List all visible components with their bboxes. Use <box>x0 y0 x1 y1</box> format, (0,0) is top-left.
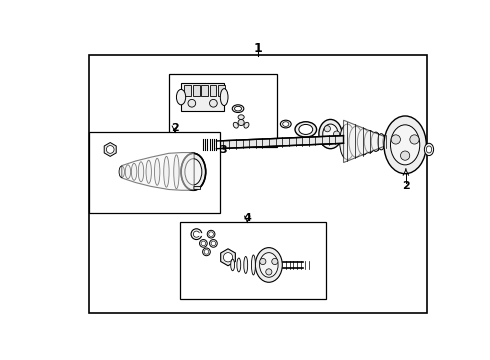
Ellipse shape <box>185 159 202 185</box>
Text: 2: 2 <box>171 123 179 133</box>
Ellipse shape <box>233 122 238 128</box>
Ellipse shape <box>235 106 242 111</box>
Ellipse shape <box>424 143 434 156</box>
Circle shape <box>260 258 266 265</box>
Ellipse shape <box>119 166 124 177</box>
Ellipse shape <box>244 122 249 128</box>
Ellipse shape <box>154 158 160 185</box>
Bar <box>210 85 217 95</box>
Bar <box>89 55 427 313</box>
Ellipse shape <box>146 160 151 183</box>
Ellipse shape <box>384 116 426 174</box>
Text: 4: 4 <box>244 213 251 223</box>
Ellipse shape <box>383 135 389 149</box>
Circle shape <box>191 229 202 239</box>
Ellipse shape <box>319 120 342 149</box>
Bar <box>194 186 199 189</box>
Circle shape <box>238 120 244 126</box>
Polygon shape <box>343 120 390 163</box>
Polygon shape <box>217 136 343 149</box>
Text: 1: 1 <box>254 42 263 55</box>
Circle shape <box>410 135 419 144</box>
Ellipse shape <box>238 115 244 120</box>
Ellipse shape <box>164 156 169 187</box>
Ellipse shape <box>176 89 186 105</box>
Ellipse shape <box>371 132 381 152</box>
Ellipse shape <box>260 253 278 277</box>
Ellipse shape <box>251 255 255 275</box>
Bar <box>184 85 191 95</box>
Ellipse shape <box>357 129 370 155</box>
Bar <box>181 83 224 111</box>
Ellipse shape <box>299 125 313 134</box>
Circle shape <box>211 241 216 246</box>
Bar <box>169 74 276 147</box>
Ellipse shape <box>125 165 131 179</box>
Circle shape <box>324 136 330 143</box>
Circle shape <box>106 145 114 153</box>
Ellipse shape <box>295 122 317 137</box>
Bar <box>201 85 208 95</box>
Ellipse shape <box>365 131 375 153</box>
Ellipse shape <box>232 105 244 112</box>
Circle shape <box>223 253 233 262</box>
Circle shape <box>272 258 278 265</box>
Ellipse shape <box>244 256 247 274</box>
Circle shape <box>210 239 217 247</box>
Polygon shape <box>122 153 194 190</box>
Circle shape <box>324 126 330 132</box>
Circle shape <box>400 151 410 160</box>
Circle shape <box>201 241 206 246</box>
Text: 2: 2 <box>402 181 410 192</box>
Circle shape <box>207 230 215 238</box>
Circle shape <box>266 269 272 275</box>
Bar <box>193 85 199 95</box>
Circle shape <box>204 249 209 254</box>
Bar <box>179 222 326 299</box>
Circle shape <box>194 231 199 237</box>
Polygon shape <box>104 143 116 156</box>
Ellipse shape <box>174 155 179 189</box>
Circle shape <box>199 239 207 247</box>
Ellipse shape <box>283 122 289 126</box>
Polygon shape <box>220 249 235 266</box>
Ellipse shape <box>131 163 137 180</box>
Ellipse shape <box>280 120 291 128</box>
Ellipse shape <box>426 146 432 153</box>
Circle shape <box>188 99 196 107</box>
Ellipse shape <box>220 89 228 105</box>
Bar <box>89 132 220 213</box>
Circle shape <box>210 99 217 107</box>
Ellipse shape <box>377 134 385 150</box>
Circle shape <box>203 248 210 256</box>
Ellipse shape <box>349 126 363 157</box>
Circle shape <box>209 232 214 237</box>
Ellipse shape <box>138 162 144 182</box>
Ellipse shape <box>391 125 420 165</box>
Circle shape <box>334 131 340 137</box>
Ellipse shape <box>231 259 235 271</box>
Ellipse shape <box>181 153 206 190</box>
Circle shape <box>391 135 400 144</box>
Ellipse shape <box>340 124 355 159</box>
Ellipse shape <box>323 124 338 144</box>
Ellipse shape <box>255 248 282 282</box>
Bar <box>218 85 225 95</box>
Text: 3: 3 <box>220 145 227 155</box>
Ellipse shape <box>237 258 241 272</box>
